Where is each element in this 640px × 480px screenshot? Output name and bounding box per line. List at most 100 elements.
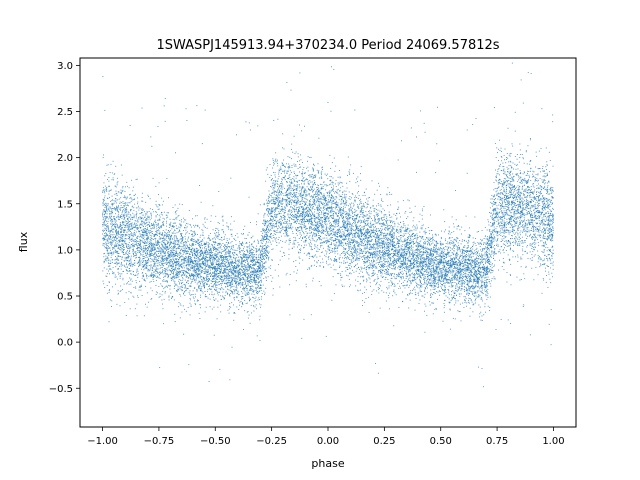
data-point xyxy=(320,196,322,198)
data-point xyxy=(512,179,514,181)
data-point xyxy=(116,250,118,252)
data-point xyxy=(184,283,186,285)
data-point xyxy=(441,272,443,274)
data-point xyxy=(247,276,248,278)
data-point xyxy=(539,185,541,187)
data-point xyxy=(341,270,343,272)
data-point xyxy=(359,253,361,254)
data-point xyxy=(373,229,375,231)
data-point xyxy=(154,274,155,276)
data-point xyxy=(486,279,488,281)
data-point xyxy=(497,198,499,200)
data-point xyxy=(513,185,515,187)
data-point xyxy=(265,253,266,255)
data-point xyxy=(192,279,194,281)
data-point xyxy=(480,255,482,257)
data-point xyxy=(421,254,423,256)
data-point xyxy=(410,249,412,251)
data-point xyxy=(333,293,335,295)
data-point xyxy=(148,275,150,277)
data-point xyxy=(239,279,241,280)
data-point xyxy=(135,282,137,284)
data-point xyxy=(441,252,443,254)
data-point xyxy=(381,217,383,219)
data-point xyxy=(429,269,431,271)
data-point xyxy=(493,208,495,210)
data-point xyxy=(209,298,211,300)
data-point xyxy=(429,255,431,256)
data-point xyxy=(207,288,209,290)
data-point xyxy=(142,231,144,233)
data-point xyxy=(140,230,142,232)
data-point xyxy=(294,194,296,196)
data-point xyxy=(385,247,387,249)
data-point xyxy=(349,222,351,224)
data-point xyxy=(347,174,349,176)
data-point xyxy=(529,209,531,211)
data-point xyxy=(217,306,219,308)
data-point xyxy=(259,340,261,342)
data-point xyxy=(335,222,337,224)
data-point xyxy=(327,217,329,219)
data-point xyxy=(405,230,407,232)
data-point xyxy=(497,214,499,216)
data-point xyxy=(350,241,352,243)
data-point xyxy=(217,256,219,258)
data-point xyxy=(365,267,367,269)
data-point xyxy=(457,266,459,268)
data-point xyxy=(155,270,157,272)
data-point xyxy=(379,250,381,252)
data-point xyxy=(161,233,163,235)
data-point xyxy=(103,267,105,269)
data-point xyxy=(493,217,495,219)
data-point xyxy=(374,252,376,254)
data-point xyxy=(391,230,393,232)
data-point xyxy=(487,305,489,307)
data-point xyxy=(199,185,201,186)
data-point xyxy=(431,249,432,251)
data-point xyxy=(254,273,256,275)
data-point xyxy=(378,263,379,265)
data-point xyxy=(349,203,351,205)
data-point xyxy=(110,231,111,233)
data-point xyxy=(358,185,360,187)
data-point xyxy=(301,221,302,223)
data-point xyxy=(132,239,134,241)
data-point xyxy=(482,261,484,263)
data-point xyxy=(520,221,522,223)
data-point xyxy=(237,247,239,249)
data-point xyxy=(258,276,260,278)
data-point xyxy=(441,284,443,285)
data-point xyxy=(460,270,462,272)
data-point xyxy=(544,254,545,256)
data-point xyxy=(420,110,422,112)
data-point xyxy=(435,247,437,249)
data-point xyxy=(234,278,236,280)
data-point xyxy=(426,258,428,259)
data-point xyxy=(137,235,139,237)
data-point xyxy=(546,238,548,239)
data-point xyxy=(295,180,297,182)
data-point xyxy=(318,229,320,230)
data-point xyxy=(176,289,177,291)
data-point xyxy=(262,245,264,247)
data-point xyxy=(197,261,199,263)
data-point xyxy=(371,264,373,266)
data-point xyxy=(463,282,465,284)
data-point xyxy=(230,251,231,253)
data-point xyxy=(131,232,133,234)
data-point xyxy=(498,216,500,218)
data-point xyxy=(250,280,252,282)
data-point xyxy=(369,243,371,245)
data-point xyxy=(312,238,314,240)
data-point xyxy=(119,274,121,276)
data-point xyxy=(504,196,506,198)
data-point xyxy=(424,331,426,333)
data-point xyxy=(130,263,132,265)
data-point xyxy=(177,273,179,275)
data-point xyxy=(166,234,168,236)
data-point xyxy=(508,171,510,173)
data-point xyxy=(165,248,167,250)
data-point xyxy=(476,272,477,274)
data-point xyxy=(451,232,453,233)
